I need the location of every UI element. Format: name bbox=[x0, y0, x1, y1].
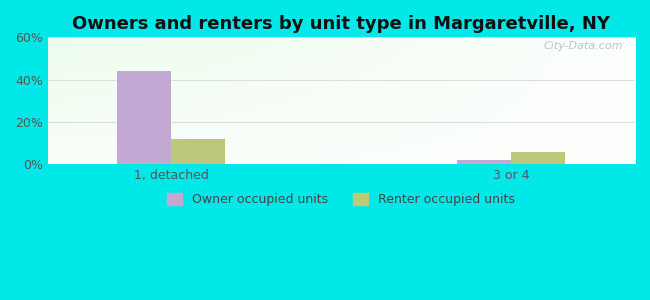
Text: City-Data.com: City-Data.com bbox=[544, 41, 623, 51]
Legend: Owner occupied units, Renter occupied units: Owner occupied units, Renter occupied un… bbox=[162, 188, 521, 211]
Bar bbox=[458, 160, 512, 164]
Bar bbox=[512, 152, 566, 164]
Title: Owners and renters by unit type in Margaretville, NY: Owners and renters by unit type in Marga… bbox=[72, 15, 610, 33]
Bar bbox=[117, 71, 172, 164]
Bar bbox=[172, 139, 226, 164]
